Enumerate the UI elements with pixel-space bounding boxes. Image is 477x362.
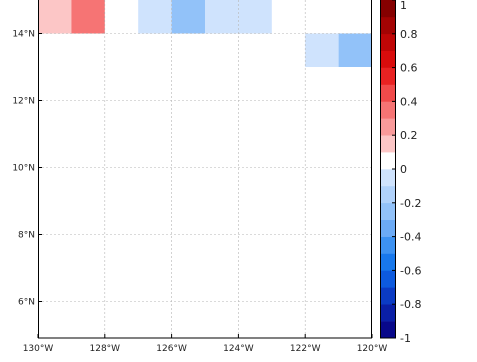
y-tick-label: 6°N (18, 298, 35, 308)
plot-frame (38, 0, 372, 339)
colorbar-swatch (380, 84, 396, 102)
colorbar-tick-label: -0.2 (400, 197, 421, 210)
y-tick-label: 8°N (18, 231, 35, 241)
colorbar-swatch (380, 270, 396, 288)
y-tick-label: 14°N (12, 30, 35, 40)
y-tick-label: 12°N (12, 97, 35, 107)
colorbar-tick-label: 0 (400, 163, 407, 176)
heatmap-cell (238, 0, 272, 34)
colorbar-swatch (380, 0, 396, 18)
x-tick-label: 120°W (357, 344, 388, 354)
colorbar-swatch (380, 33, 396, 51)
x-tick-label: 128°W (90, 344, 121, 354)
x-tick-label: 122°W (290, 344, 321, 354)
heatmap-cells (38, 0, 372, 67)
y-axis-ticks: 6°N 8°N 10°N 12°N 14°N (12, 30, 42, 308)
heatmap-cell (171, 0, 205, 34)
colorbar-swatch (380, 253, 396, 271)
colorbar-swatch (380, 304, 396, 322)
colorbar-tick-label: -0.8 (400, 298, 421, 311)
gridlines (38, 0, 372, 338)
colorbar-swatch (380, 219, 396, 237)
heatmap-cell (205, 0, 239, 34)
x-axis-ticks: 130°W 128°W 126°W 124°W 122°W 120°W (23, 334, 388, 354)
colorbar-swatch (380, 67, 396, 85)
colorbar-tick-label: -0.6 (400, 264, 421, 277)
colorbar-tick-label: 0.2 (400, 129, 418, 142)
x-tick-label: 126°W (156, 344, 187, 354)
colorbar-tick-label: 0.8 (400, 28, 418, 41)
colorbar-tick-label: -0.4 (400, 231, 421, 244)
x-tick-label: 124°W (223, 344, 254, 354)
heatmap-cell (38, 0, 72, 34)
colorbar-swatch (380, 287, 396, 305)
colorbar-swatch (380, 152, 396, 170)
colorbar-swatch (380, 321, 396, 339)
colorbar-tick-label: 0.6 (400, 62, 418, 75)
colorbar-swatch (380, 202, 396, 220)
heatmap-cell (138, 0, 172, 34)
heatmap-cell (338, 33, 372, 67)
colorbar-swatch (380, 169, 396, 187)
y-tick-label: 10°N (12, 164, 35, 174)
colorbar-tick-label: -1 (400, 332, 411, 345)
colorbar-swatch (380, 185, 396, 204)
colorbar-swatch (380, 16, 396, 35)
x-tick-label: 130°W (23, 344, 54, 354)
heatmap-cell (305, 33, 339, 67)
colorbar-swatch (380, 135, 396, 153)
colorbar-swatch (380, 101, 396, 119)
colorbar-tick-label: 1 (400, 0, 407, 12)
colorbar (380, 0, 396, 339)
colorbar-swatch (380, 50, 396, 68)
heatmap-cell (71, 0, 105, 34)
colorbar-tick-label: 0.4 (400, 95, 418, 108)
colorbar-ticks: 1 0.8 0.6 0.4 0.2 0 -0.2 -0.4 -0.6 -0.8 -1 (392, 0, 421, 345)
colorbar-swatch (380, 236, 396, 254)
colorbar-swatch (380, 118, 396, 136)
